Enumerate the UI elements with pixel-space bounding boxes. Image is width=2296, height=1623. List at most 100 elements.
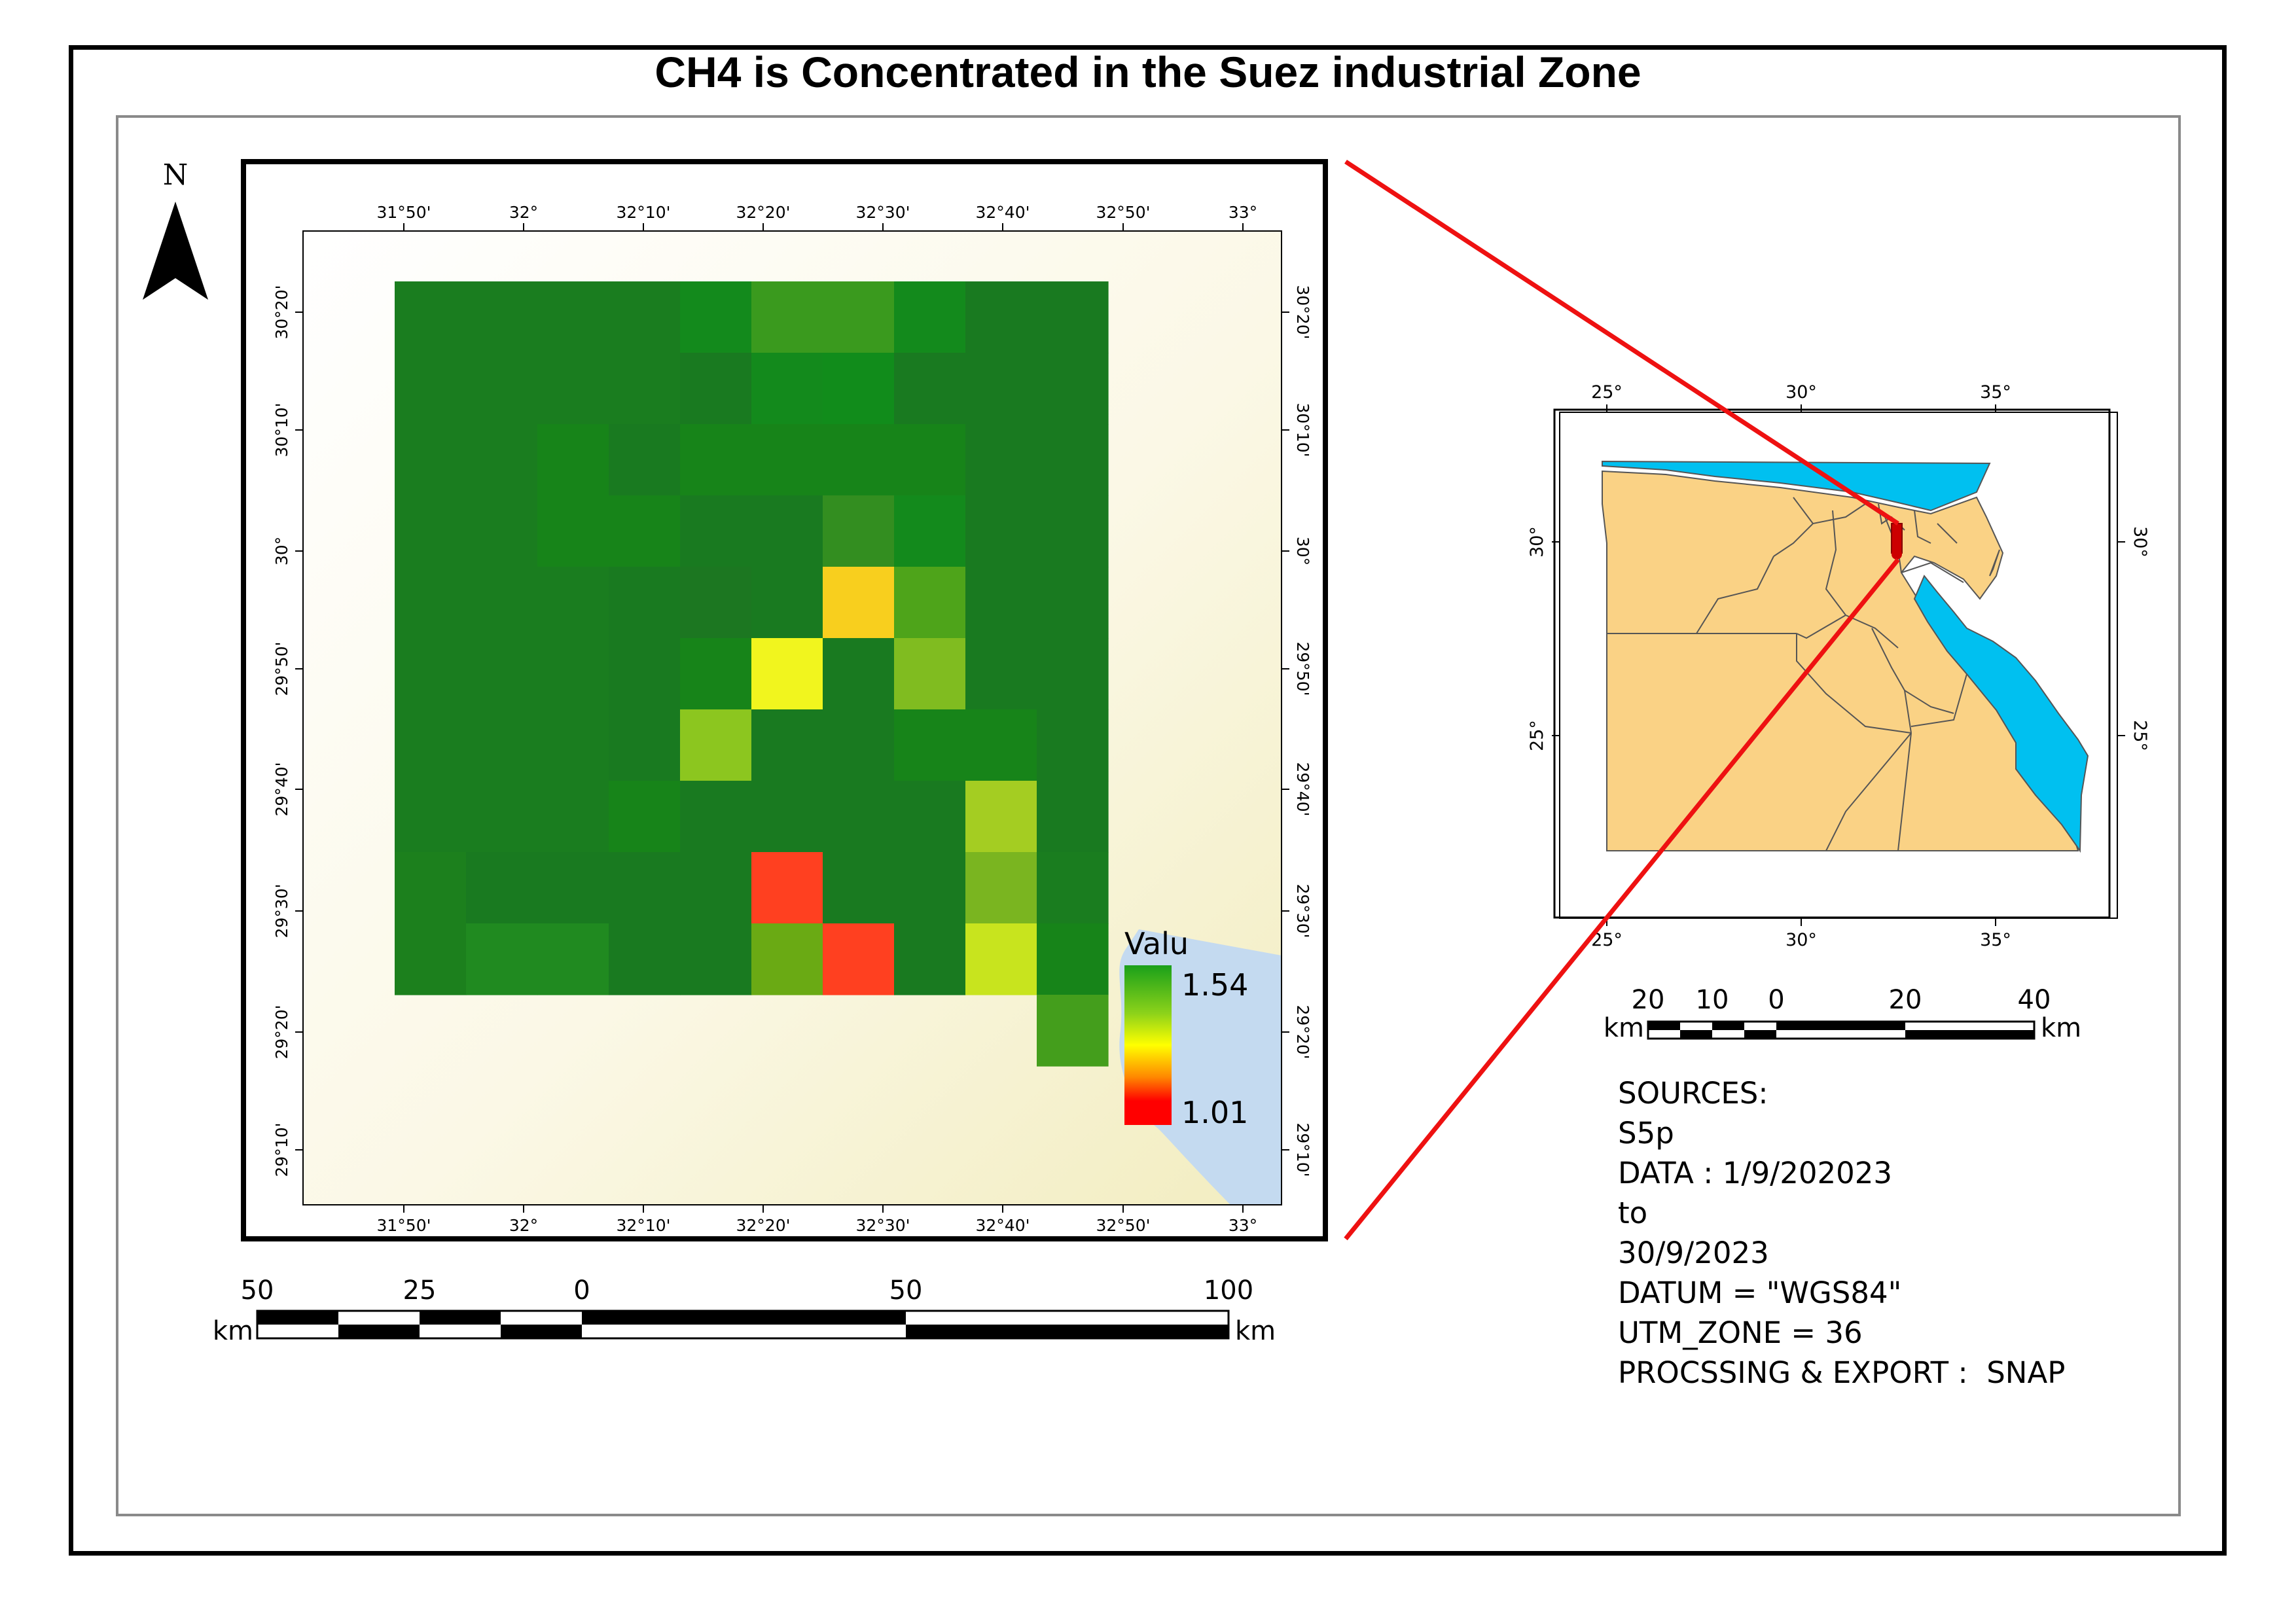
ch4-cell — [1037, 281, 1109, 353]
north-arrow-icon — [143, 202, 175, 300]
legend-min-value: 1.01 — [1181, 1095, 1248, 1130]
ch4-cell — [537, 852, 609, 924]
left-latitude-label: 29°10' — [272, 1123, 291, 1177]
ch4-cell — [537, 495, 609, 567]
ch4-cell — [751, 923, 823, 995]
ch4-cell — [965, 281, 1037, 353]
top-longitude-label: 32°20' — [736, 203, 791, 222]
ch4-cell — [609, 353, 681, 425]
ch4-cell — [395, 923, 467, 995]
ch4-cell — [1037, 995, 1109, 1067]
study-area-marker — [1891, 523, 1903, 554]
north-arrow: N — [143, 158, 208, 300]
ch4-cell — [466, 281, 538, 353]
red-sea — [1913, 575, 2089, 853]
scale-label: 0 — [1768, 985, 1784, 1015]
inset-right-latitude-label: 30° — [2130, 526, 2150, 558]
ch4-cell — [609, 781, 681, 853]
scale-label: 20 — [1889, 985, 1922, 1015]
scale-segment — [338, 1325, 420, 1338]
sources-line: DATA : 1/9/202023 — [1618, 1156, 1893, 1190]
main-scale-bar: 50 25 0 50 100 km km — [213, 1275, 1276, 1346]
ch4-cell — [1037, 638, 1109, 710]
ch4-cell — [965, 781, 1037, 853]
inset-bottom-longitude-label: 30° — [1785, 930, 1817, 950]
scale-segment — [501, 1325, 582, 1338]
ch4-cell — [609, 281, 681, 353]
ch4-cell — [751, 638, 823, 710]
ch4-cell — [965, 638, 1037, 710]
ch4-cell — [823, 353, 895, 425]
ch4-cell — [894, 495, 966, 567]
right-latitude-label: 29°50' — [1293, 642, 1312, 696]
ch4-cell — [1037, 495, 1109, 567]
inset-connector-lines — [1344, 160, 1900, 1241]
ch4-cell — [395, 424, 467, 496]
top-longitude-label: 32°50' — [1096, 203, 1151, 222]
ch4-cell — [965, 424, 1037, 496]
ch4-cell — [965, 567, 1037, 639]
ch4-cell — [894, 353, 966, 425]
ch4-cell — [894, 923, 966, 995]
ch4-cell — [680, 923, 752, 995]
scale-segment — [1680, 1030, 1712, 1039]
scale-label: 20 — [1632, 985, 1665, 1015]
ch4-cell — [1037, 781, 1109, 853]
ch4-cell — [680, 567, 752, 639]
bottom-longitude-label: 32°20' — [736, 1216, 791, 1235]
ch4-cell — [395, 638, 467, 710]
ch4-raster-grid — [395, 281, 1109, 1067]
ch4-cell — [751, 781, 823, 853]
bottom-longitude-label: 32°10' — [617, 1216, 671, 1235]
ch4-cell — [965, 709, 1037, 781]
sources-line: 30/9/2023 — [1618, 1236, 1769, 1270]
ch4-cell — [823, 852, 895, 924]
sources-line: to — [1618, 1196, 1648, 1230]
right-latitude-label: 29°40' — [1293, 762, 1312, 817]
scale-label: 100 — [1204, 1275, 1253, 1306]
ch4-cell — [537, 353, 609, 425]
ch4-cell — [395, 353, 467, 425]
sources-line: PROCSSING & EXPORT : SNAP — [1618, 1355, 2066, 1390]
main-map-area — [303, 231, 1282, 1205]
legend-max-value: 1.54 — [1181, 967, 1248, 1003]
ch4-cell — [609, 567, 681, 639]
ch4-cell — [395, 709, 467, 781]
main-map-neatline — [302, 230, 1282, 1205]
top-longitude-label: 32° — [509, 203, 538, 222]
inset-top-longitude-label: 25° — [1591, 382, 1623, 402]
scale-segment — [1744, 1030, 1776, 1039]
right-latitude-label: 30°20' — [1293, 285, 1312, 340]
scale-unit-right: km — [2041, 1013, 2081, 1043]
ch4-cell — [751, 495, 823, 567]
sources-block: SOURCES: S5p DATA : 1/9/202023 to 30/9/2… — [1618, 1073, 2065, 1393]
top-longitude-label: 32°30' — [856, 203, 910, 222]
scale-label: 10 — [1696, 985, 1729, 1015]
ch4-cell — [823, 638, 895, 710]
ch4-cell — [609, 852, 681, 924]
ch4-cell — [823, 923, 895, 995]
ch4-cell — [823, 424, 895, 496]
left-latitude-label: 30°20' — [272, 285, 291, 340]
ch4-cell — [823, 567, 895, 639]
ch4-cell — [894, 638, 966, 710]
bottom-longitude-label: 32°30' — [856, 1216, 910, 1235]
right-latitude-label: 30° — [1293, 537, 1312, 565]
right-latitude-label: 30°10' — [1293, 403, 1312, 457]
governorate-boundaries — [1607, 497, 1967, 851]
ch4-cell — [537, 638, 609, 710]
sources-line: S5p — [1618, 1116, 1674, 1150]
ch4-cell — [751, 852, 823, 924]
sources-line: UTM_ZONE = 36 — [1618, 1315, 1863, 1350]
legend-title: Valu — [1124, 926, 1189, 961]
inset-top-longitude-label: 30° — [1785, 382, 1817, 402]
scale-segment — [1648, 1022, 1680, 1030]
ch4-cell — [680, 281, 752, 353]
ch4-cell — [680, 353, 752, 425]
ch4-cell — [1037, 852, 1109, 924]
right-latitude-label: 29°10' — [1293, 1123, 1312, 1177]
ch4-cell — [1037, 353, 1109, 425]
ch4-cell — [965, 353, 1037, 425]
inset-graticule-ticks: 25°25°30°30°35°35°30° 30°25° 25° — [1527, 382, 2150, 950]
ch4-cell — [1037, 567, 1109, 639]
